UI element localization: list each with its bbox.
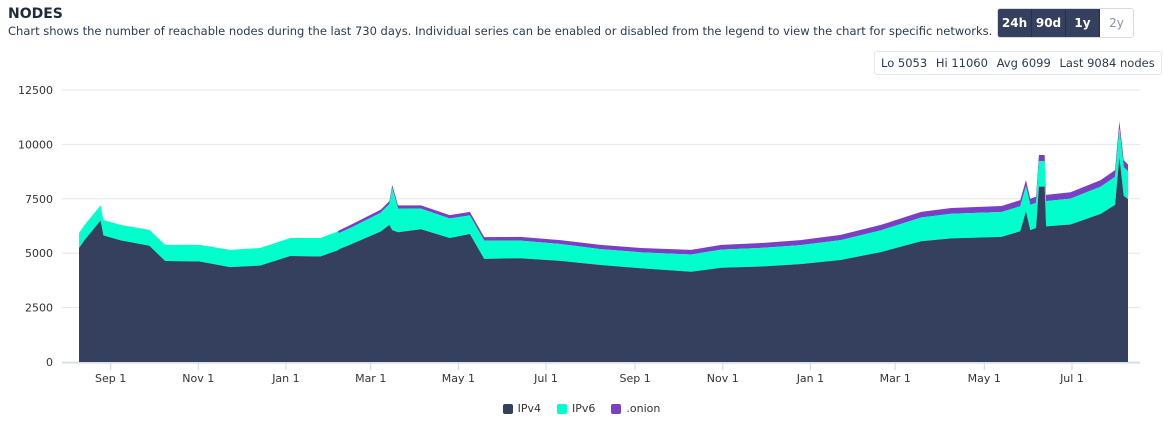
stat-hi: Hi 11060 bbox=[935, 56, 988, 70]
legend-swatch-onion bbox=[611, 403, 622, 414]
x-tick-label: Jan 1 bbox=[271, 372, 299, 385]
chart-legend: IPv4 IPv6 .onion bbox=[0, 402, 1163, 415]
y-tick-label: 0 bbox=[46, 356, 53, 369]
y-tick-label: 12500 bbox=[18, 84, 53, 97]
stat-avg: Avg 6099 bbox=[996, 56, 1051, 70]
x-tick-label: Mar 1 bbox=[355, 372, 386, 385]
y-tick-label: 5000 bbox=[25, 247, 53, 260]
stat-last: Last 9084 nodes bbox=[1059, 56, 1155, 70]
legend-swatch-ipv6 bbox=[557, 403, 568, 414]
x-tick-label: Jul 1 bbox=[1059, 372, 1084, 385]
legend-label: .onion bbox=[626, 402, 661, 415]
x-tick-label: Jul 1 bbox=[533, 372, 558, 385]
y-tick-label: 2500 bbox=[25, 302, 53, 315]
x-tick-label: May 1 bbox=[968, 372, 1001, 385]
page-title: NODES bbox=[8, 6, 63, 22]
x-tick-label: Nov 1 bbox=[707, 372, 739, 385]
series-area-ipv4 bbox=[79, 156, 1128, 362]
stats-box: Lo 5053 Hi 11060 Avg 6099 Last 9084 node… bbox=[874, 51, 1162, 75]
legend-label: IPv4 bbox=[517, 402, 542, 415]
range-1y-button[interactable]: 1y bbox=[1066, 9, 1100, 37]
legend-label: IPv6 bbox=[572, 402, 596, 415]
x-tick-label: Sep 1 bbox=[619, 372, 650, 385]
legend-item-ipv4[interactable]: IPv4 bbox=[502, 402, 542, 415]
x-tick-label: Mar 1 bbox=[880, 372, 911, 385]
range-24h-button[interactable]: 24h bbox=[998, 9, 1032, 37]
range-selector: 24h 90d 1y 2y bbox=[997, 8, 1134, 38]
x-tick-label: Jan 1 bbox=[796, 372, 824, 385]
y-tick-label: 10000 bbox=[18, 138, 53, 151]
y-tick-label: 7500 bbox=[25, 193, 53, 206]
chart-description: Chart shows the number of reachable node… bbox=[8, 24, 993, 38]
series-area-ipv6 bbox=[79, 128, 1128, 272]
range-2y-button[interactable]: 2y bbox=[1100, 9, 1133, 37]
x-tick-label: Sep 1 bbox=[95, 372, 126, 385]
stat-lo: Lo 5053 bbox=[881, 56, 928, 70]
legend-item-ipv6[interactable]: IPv6 bbox=[557, 402, 595, 415]
legend-item-onion[interactable]: .onion bbox=[611, 402, 660, 415]
legend-swatch-ipv4 bbox=[502, 403, 513, 414]
range-90d-button[interactable]: 90d bbox=[1032, 9, 1066, 37]
x-tick-label: May 1 bbox=[442, 372, 475, 385]
x-tick-label: Nov 1 bbox=[182, 372, 214, 385]
